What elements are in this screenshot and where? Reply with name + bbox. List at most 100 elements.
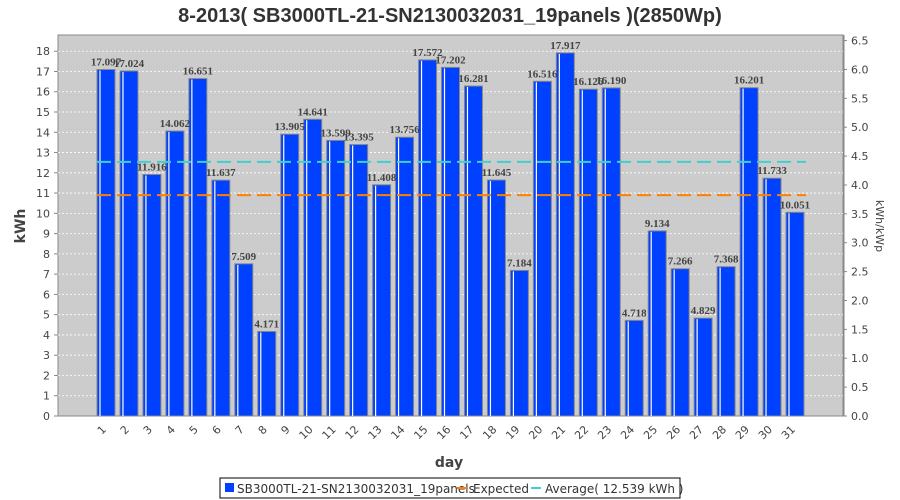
bar <box>349 144 369 417</box>
y2-axis-label: kWh/kWp <box>873 200 886 252</box>
bar <box>716 266 736 417</box>
x-tick-label: 27 <box>687 423 706 442</box>
data-label: 17.024 <box>114 58 145 70</box>
y-tick-label: 16 <box>36 86 50 99</box>
x-tick-label: 21 <box>549 423 568 442</box>
data-label: 11.408 <box>367 172 397 184</box>
y-tick-label: 15 <box>36 106 50 119</box>
y-tick-label: 10 <box>36 207 50 220</box>
data-label: 16.516 <box>527 68 558 80</box>
data-label: 4.171 <box>254 318 279 330</box>
x-tick-label: 2 <box>118 423 132 437</box>
y2-tick-label: 1.0 <box>851 352 869 365</box>
bar <box>555 52 575 417</box>
bar <box>670 268 690 417</box>
x-tick-label: 12 <box>343 423 362 442</box>
y-tick-label: 3 <box>43 349 50 362</box>
data-label: 16.281 <box>458 73 488 85</box>
bar <box>211 179 231 417</box>
bar <box>601 87 621 417</box>
bar <box>463 85 483 417</box>
bar <box>142 174 162 417</box>
x-tick-label: 1 <box>95 423 109 437</box>
x-tick-label: 23 <box>595 423 614 442</box>
x-axis-label: day <box>435 455 463 471</box>
data-label: 4.718 <box>622 307 647 319</box>
y2-tick-label: 4.0 <box>851 179 869 192</box>
y-tick-label: 18 <box>36 45 50 58</box>
x-tick-label: 13 <box>366 423 385 442</box>
bar <box>188 78 208 417</box>
data-label: 17.202 <box>435 54 466 66</box>
data-label: 17.917 <box>550 40 581 52</box>
x-tick-label: 29 <box>733 423 752 442</box>
x-tick-label: 25 <box>641 423 660 442</box>
x-tick-label: 20 <box>526 423 545 442</box>
y-axis-label: kWh <box>13 209 29 244</box>
x-tick-label: 19 <box>503 423 522 442</box>
x-tick-label: 15 <box>411 423 430 442</box>
data-label: 16.201 <box>734 75 764 87</box>
bar <box>762 177 782 417</box>
x-tick-label: 31 <box>779 423 798 442</box>
bar <box>647 230 667 417</box>
data-label: 13.599 <box>321 127 352 139</box>
x-tick-label: 9 <box>279 423 293 437</box>
x-tick-label: 24 <box>618 423 637 442</box>
data-label: 9.134 <box>645 218 670 230</box>
chart-title: 8-2013( SB3000TL-21-SN2130032031_19panel… <box>178 5 722 27</box>
bar <box>624 319 644 417</box>
data-label: 7.509 <box>231 251 256 263</box>
bar <box>303 118 323 417</box>
data-label: 13.905 <box>275 121 306 133</box>
bar <box>234 263 254 417</box>
y-tick-label: 17 <box>36 65 50 78</box>
y2-tick-label: 6.5 <box>851 35 869 48</box>
data-label: 10.051 <box>780 199 810 211</box>
x-tick-label: 18 <box>480 423 499 442</box>
y2-tick-label: 4.5 <box>851 150 869 163</box>
y2-tick-label: 5.0 <box>851 121 869 134</box>
y-tick-label: 6 <box>43 288 50 301</box>
bar <box>119 70 139 417</box>
y-tick-label: 2 <box>43 369 50 382</box>
x-tick-label: 6 <box>210 423 224 437</box>
x-tick-label: 22 <box>572 423 591 442</box>
bar <box>532 80 552 417</box>
y2-tick-label: 2.5 <box>851 266 869 279</box>
y-tick-label: 14 <box>36 126 50 139</box>
x-tick-label: 7 <box>233 423 247 437</box>
data-label: 11.733 <box>757 165 787 177</box>
data-label: 16.651 <box>183 66 213 78</box>
y-tick-label: 7 <box>43 268 50 281</box>
data-label: 13.756 <box>389 124 420 136</box>
x-tick-label: 30 <box>756 423 775 442</box>
bar <box>486 179 506 417</box>
bar <box>578 88 598 417</box>
y2-tick-label: 5.5 <box>851 92 869 105</box>
data-label: 11.916 <box>137 162 167 174</box>
y-tick-label: 11 <box>36 187 50 200</box>
y2-tick-label: 6.0 <box>851 63 869 76</box>
x-tick-label: 28 <box>710 423 729 442</box>
bar <box>739 87 759 417</box>
legend-swatch-series <box>225 483 234 492</box>
y-tick-label: 4 <box>43 329 50 342</box>
y-tick-label: 9 <box>43 228 50 241</box>
data-label: 11.637 <box>206 167 236 179</box>
x-tick-label: 3 <box>141 423 155 437</box>
data-label: 16.126 <box>573 76 604 88</box>
x-tick-label: 16 <box>434 423 453 442</box>
y-tick-label: 0 <box>43 410 50 423</box>
bar <box>280 133 300 417</box>
y-tick-label: 8 <box>43 248 50 261</box>
bar <box>395 136 415 417</box>
data-label: 14.062 <box>160 118 191 130</box>
x-tick-label: 10 <box>297 423 316 442</box>
data-label: 4.829 <box>691 305 716 317</box>
x-tick-label: 11 <box>320 423 339 442</box>
legend: SB3000TL-21-SN2130032031_19panels Expect… <box>219 477 684 499</box>
data-label: 16.190 <box>596 75 627 87</box>
bar <box>257 330 277 417</box>
